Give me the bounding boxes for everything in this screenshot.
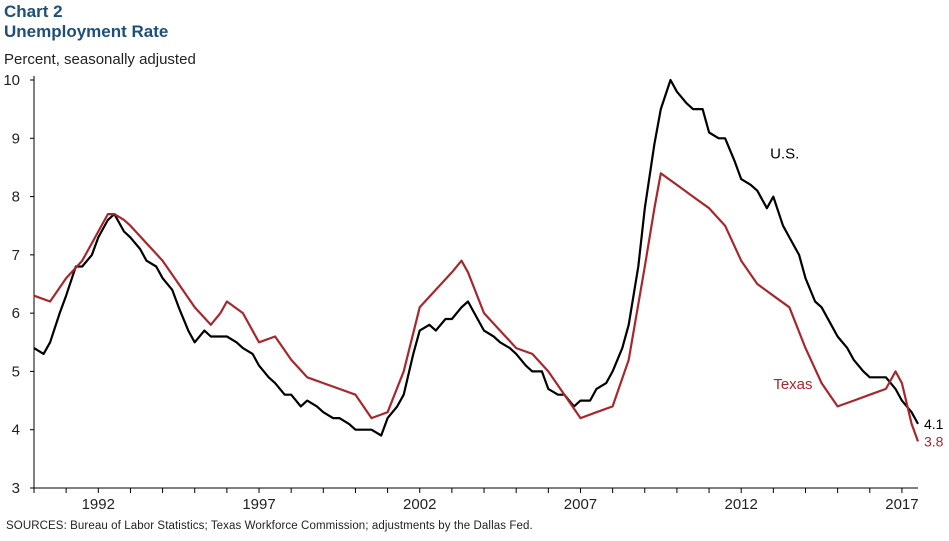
y-tick-label: 5 [12, 363, 20, 380]
x-tick-label: 2017 [885, 496, 918, 513]
y-tick-label: 9 [12, 130, 20, 147]
x-tick-label: 1997 [242, 496, 275, 513]
series-label: U.S. [770, 146, 799, 163]
x-tick-label: 2002 [403, 496, 436, 513]
y-tick-label: 7 [12, 247, 20, 264]
series-line-us [33, 78, 919, 437]
series-label: Texas [773, 376, 812, 393]
chart-title: Unemployment Rate [4, 22, 169, 41]
x-tick-label: 2007 [564, 496, 597, 513]
chart-number: Chart 2 [4, 2, 63, 21]
title-block: Chart 2 Unemployment Rate [4, 2, 168, 42]
y-tick-label: 10 [3, 72, 20, 89]
y-tick-label: 6 [12, 305, 20, 322]
y-tick-label: 8 [12, 189, 20, 206]
source-note: SOURCES: Bureau of Labor Statistics; Tex… [6, 520, 533, 532]
y-tick-label: 3 [12, 480, 20, 497]
y-tick-label: 4 [12, 422, 20, 439]
end-value-label: 3.8 [924, 433, 944, 449]
units-subtitle: Percent, seasonally adjusted [4, 51, 196, 68]
x-tick-label: 2012 [725, 496, 758, 513]
end-value-label: 4.1 [924, 416, 944, 432]
x-tick-label: 1992 [82, 496, 115, 513]
series-line-texas [33, 172, 920, 442]
